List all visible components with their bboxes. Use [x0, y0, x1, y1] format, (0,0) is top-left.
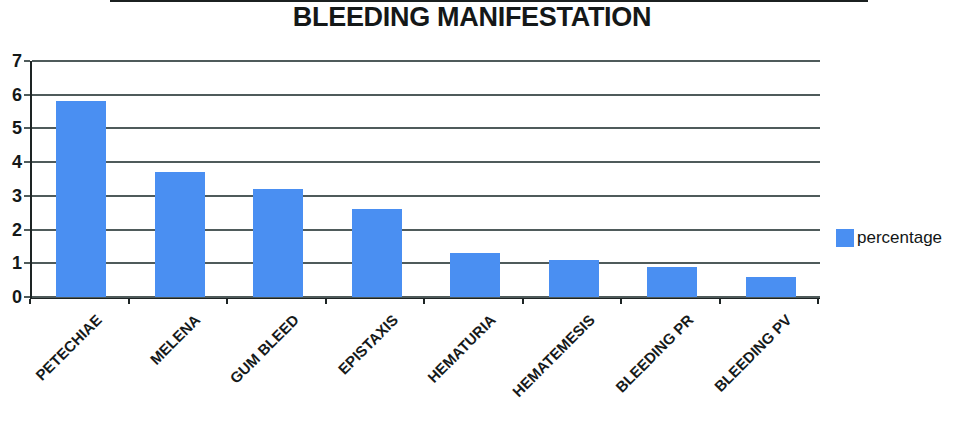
- x-label-bleeding-pr: BLEEDING PR: [612, 311, 697, 396]
- y-tick-3: [24, 195, 30, 197]
- y-axis: 01234567: [0, 61, 30, 297]
- bar-bleeding-pr: [647, 267, 697, 297]
- x-label-gum-bleed: GUM BLEED: [227, 311, 303, 387]
- x-boundary-tick-2: [226, 299, 228, 304]
- y-tick-1: [24, 262, 30, 264]
- bar-melena: [155, 172, 205, 297]
- gridline-3: [32, 195, 820, 197]
- bar-petechiae: [56, 101, 106, 297]
- legend: percentage: [836, 228, 942, 248]
- gridline-7: [32, 60, 820, 62]
- x-boundary-tick-1: [128, 299, 130, 304]
- y-tick-7: [24, 60, 30, 62]
- gridline-2: [32, 229, 820, 231]
- gridline-1: [32, 262, 820, 264]
- chart-figure: BLEEDING MANIFESTATION 0 1 2 3 4 5 6 7 PETECHIA…: [0, 0, 960, 424]
- x-boundary-tick-0: [29, 299, 31, 304]
- gridline-0: [32, 296, 820, 298]
- bar-hematuria: [450, 253, 500, 297]
- bar-gum-bleed: [253, 189, 303, 297]
- chart-title: BLEEDING MANIFESTATION: [0, 2, 944, 33]
- y-tick-label-3: 3: [12, 185, 22, 207]
- bar-epistaxis: [352, 209, 402, 297]
- y-tick-label-4: 4: [12, 151, 22, 173]
- gridline-4: [32, 161, 820, 163]
- x-boundary-tick-3: [325, 299, 327, 304]
- legend-label: percentage: [857, 228, 942, 248]
- y-tick-label-0: 0: [12, 286, 22, 308]
- y-tick-4: [24, 161, 30, 163]
- x-label-melena: MELENA: [147, 311, 204, 368]
- x-label-petechiae: PETECHIAE: [33, 311, 106, 384]
- x-axis: PETECHIAE MELENA GUM BLEED EPISTAXIS HEMATUR…: [30, 299, 818, 424]
- x-boundary-tick-5: [522, 299, 524, 304]
- plot-area: [30, 61, 820, 299]
- x-boundary-tick-8: [817, 299, 819, 304]
- y-tick-label-6: 6: [12, 84, 22, 106]
- y-tick-5: [24, 127, 30, 129]
- y-tick-label-1: 1: [12, 252, 22, 274]
- legend-swatch: [836, 229, 854, 247]
- x-boundary-tick-6: [620, 299, 622, 304]
- y-tick-6: [24, 94, 30, 96]
- bar-bleeding-pv: [746, 277, 796, 297]
- gridline-6: [32, 94, 820, 96]
- gridline-5: [32, 127, 820, 129]
- x-label-bleeding-pv: BLEEDING PV: [711, 311, 795, 395]
- y-tick-label-5: 5: [12, 117, 22, 139]
- x-boundary-tick-7: [719, 299, 721, 304]
- x-boundary-tick-4: [423, 299, 425, 304]
- y-tick-label-7: 7: [12, 50, 22, 72]
- x-label-epistaxis: EPISTAXIS: [334, 311, 401, 378]
- y-tick-label-2: 2: [12, 219, 22, 241]
- bar-hematemesis: [549, 260, 599, 297]
- y-tick-0: [24, 296, 30, 298]
- y-tick-2: [24, 229, 30, 231]
- x-label-hematuria: HEMATURIA: [424, 311, 499, 386]
- x-label-hematemesis: HEMATEMESIS: [509, 311, 598, 400]
